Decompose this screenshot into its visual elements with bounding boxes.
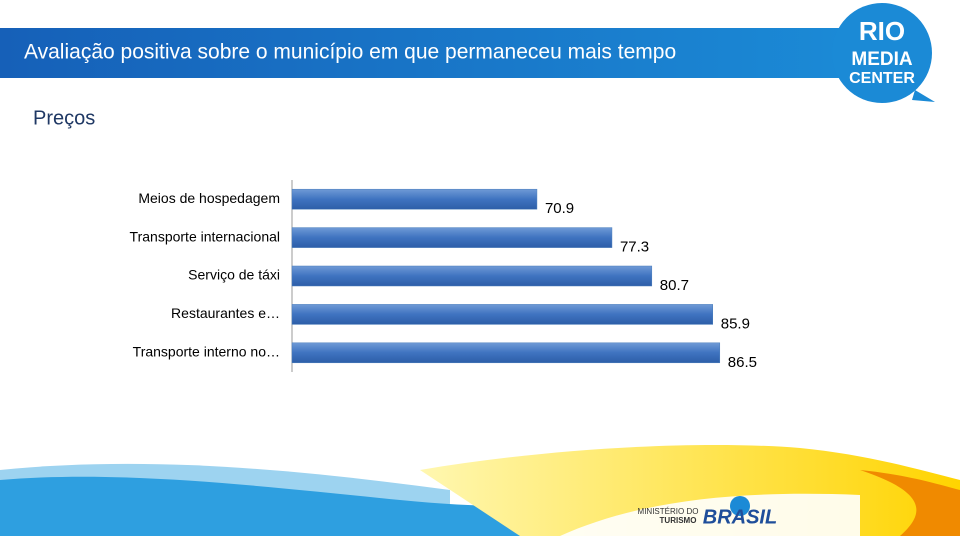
value-label: 85.9 xyxy=(721,315,750,332)
category-label: Meios de hospedagem xyxy=(138,190,280,206)
ministry-text: TURISMO xyxy=(660,516,697,525)
brasil-globe xyxy=(730,496,750,516)
footer-decoration: MINISTÉRIO DO TURISMO BRASIL xyxy=(0,444,960,536)
value-label: 77.3 xyxy=(620,239,649,256)
subtitle: Preços xyxy=(33,107,95,129)
ministry-text: MINISTÉRIO DO xyxy=(638,507,699,516)
wave xyxy=(860,470,960,536)
category-label: Transporte internacional xyxy=(130,228,280,244)
category-label: Serviço de táxi xyxy=(188,267,280,283)
value-label: 70.9 xyxy=(545,200,574,217)
rio-logo: RIO MEDIA CENTER xyxy=(832,3,935,103)
header-band xyxy=(0,28,850,78)
logo-text: MEDIA xyxy=(851,49,913,70)
wave xyxy=(560,493,860,536)
bar xyxy=(291,265,653,287)
plot: Meios de hospedagem 70.9 Transporte intern… xyxy=(130,188,757,371)
bar xyxy=(291,342,721,364)
slide-title: Avaliação positiva sobre o município em … xyxy=(24,41,676,64)
bar xyxy=(291,227,613,248)
logo-text: RIO xyxy=(859,16,905,46)
logo-circle xyxy=(832,3,932,103)
logo-tail xyxy=(912,90,935,102)
brasil-text: BRASIL xyxy=(703,506,777,528)
value-label: 80.7 xyxy=(660,277,689,294)
value-label: 86.5 xyxy=(728,354,757,371)
bar xyxy=(291,304,713,325)
category-label: Transporte interno no… xyxy=(133,344,280,360)
logo-text: CENTER xyxy=(849,70,915,87)
category-label: Restaurantes e… xyxy=(171,305,280,321)
bar xyxy=(291,188,538,210)
